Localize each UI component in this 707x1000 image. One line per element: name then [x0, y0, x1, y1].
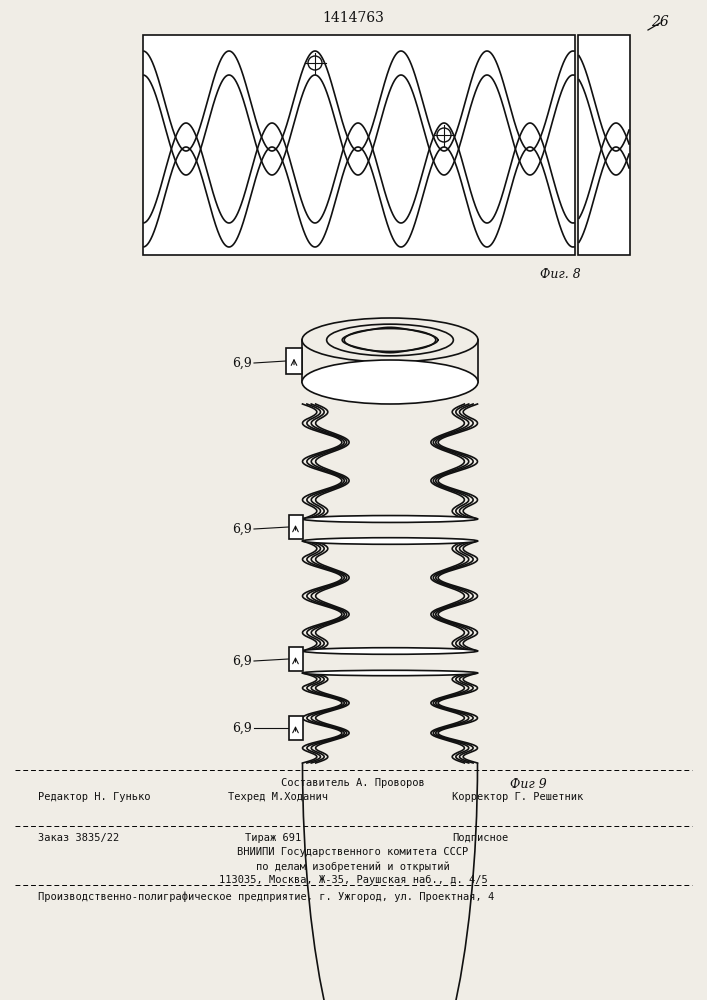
- Bar: [288, 647, 303, 671]
- Text: 6,9: 6,9: [233, 357, 252, 369]
- Text: Подписное: Подписное: [452, 833, 508, 843]
- Text: 6,9: 6,9: [233, 722, 252, 734]
- Bar: [288, 515, 303, 539]
- Bar: [143, 35, 575, 255]
- Text: Фиг 9: Фиг 9: [510, 778, 547, 791]
- Text: 6,9: 6,9: [233, 522, 252, 536]
- Text: Тираж 691: Тираж 691: [245, 833, 301, 843]
- Text: 1414763: 1414763: [322, 11, 384, 25]
- Text: Редактор Н. Гунько: Редактор Н. Гунько: [38, 792, 151, 802]
- Ellipse shape: [302, 360, 478, 404]
- Text: по делам изобретений и открытий: по делам изобретений и открытий: [256, 861, 450, 871]
- Text: ВНИИПИ Государственного комитета СССР: ВНИИПИ Государственного комитета СССР: [238, 847, 469, 857]
- Ellipse shape: [303, 648, 477, 654]
- Ellipse shape: [303, 670, 477, 676]
- Text: Заказ 3835/22: Заказ 3835/22: [38, 833, 119, 843]
- Text: Фиг. 8: Фиг. 8: [540, 268, 580, 281]
- Bar: [288, 716, 303, 740]
- Ellipse shape: [303, 516, 477, 522]
- Text: Корректор Г. Решетник: Корректор Г. Решетник: [452, 792, 583, 802]
- Text: 26: 26: [651, 15, 669, 29]
- Text: Техред М.Ходанич: Техред М.Ходанич: [228, 792, 328, 802]
- Text: 6,9: 6,9: [233, 654, 252, 668]
- Text: 113035, Москва, Ж-35, Раушская наб., д. 4/5: 113035, Москва, Ж-35, Раушская наб., д. …: [218, 875, 487, 885]
- Text: Производственно-полиграфическое предприятие, г. Ужгород, ул. Проектная, 4: Производственно-полиграфическое предприя…: [38, 892, 494, 902]
- Circle shape: [308, 56, 322, 70]
- Bar: [286, 348, 302, 374]
- Bar: [578, 35, 630, 255]
- Text: Составитель А. Проворов: Составитель А. Проворов: [281, 778, 425, 788]
- Ellipse shape: [303, 538, 477, 544]
- Circle shape: [437, 128, 451, 142]
